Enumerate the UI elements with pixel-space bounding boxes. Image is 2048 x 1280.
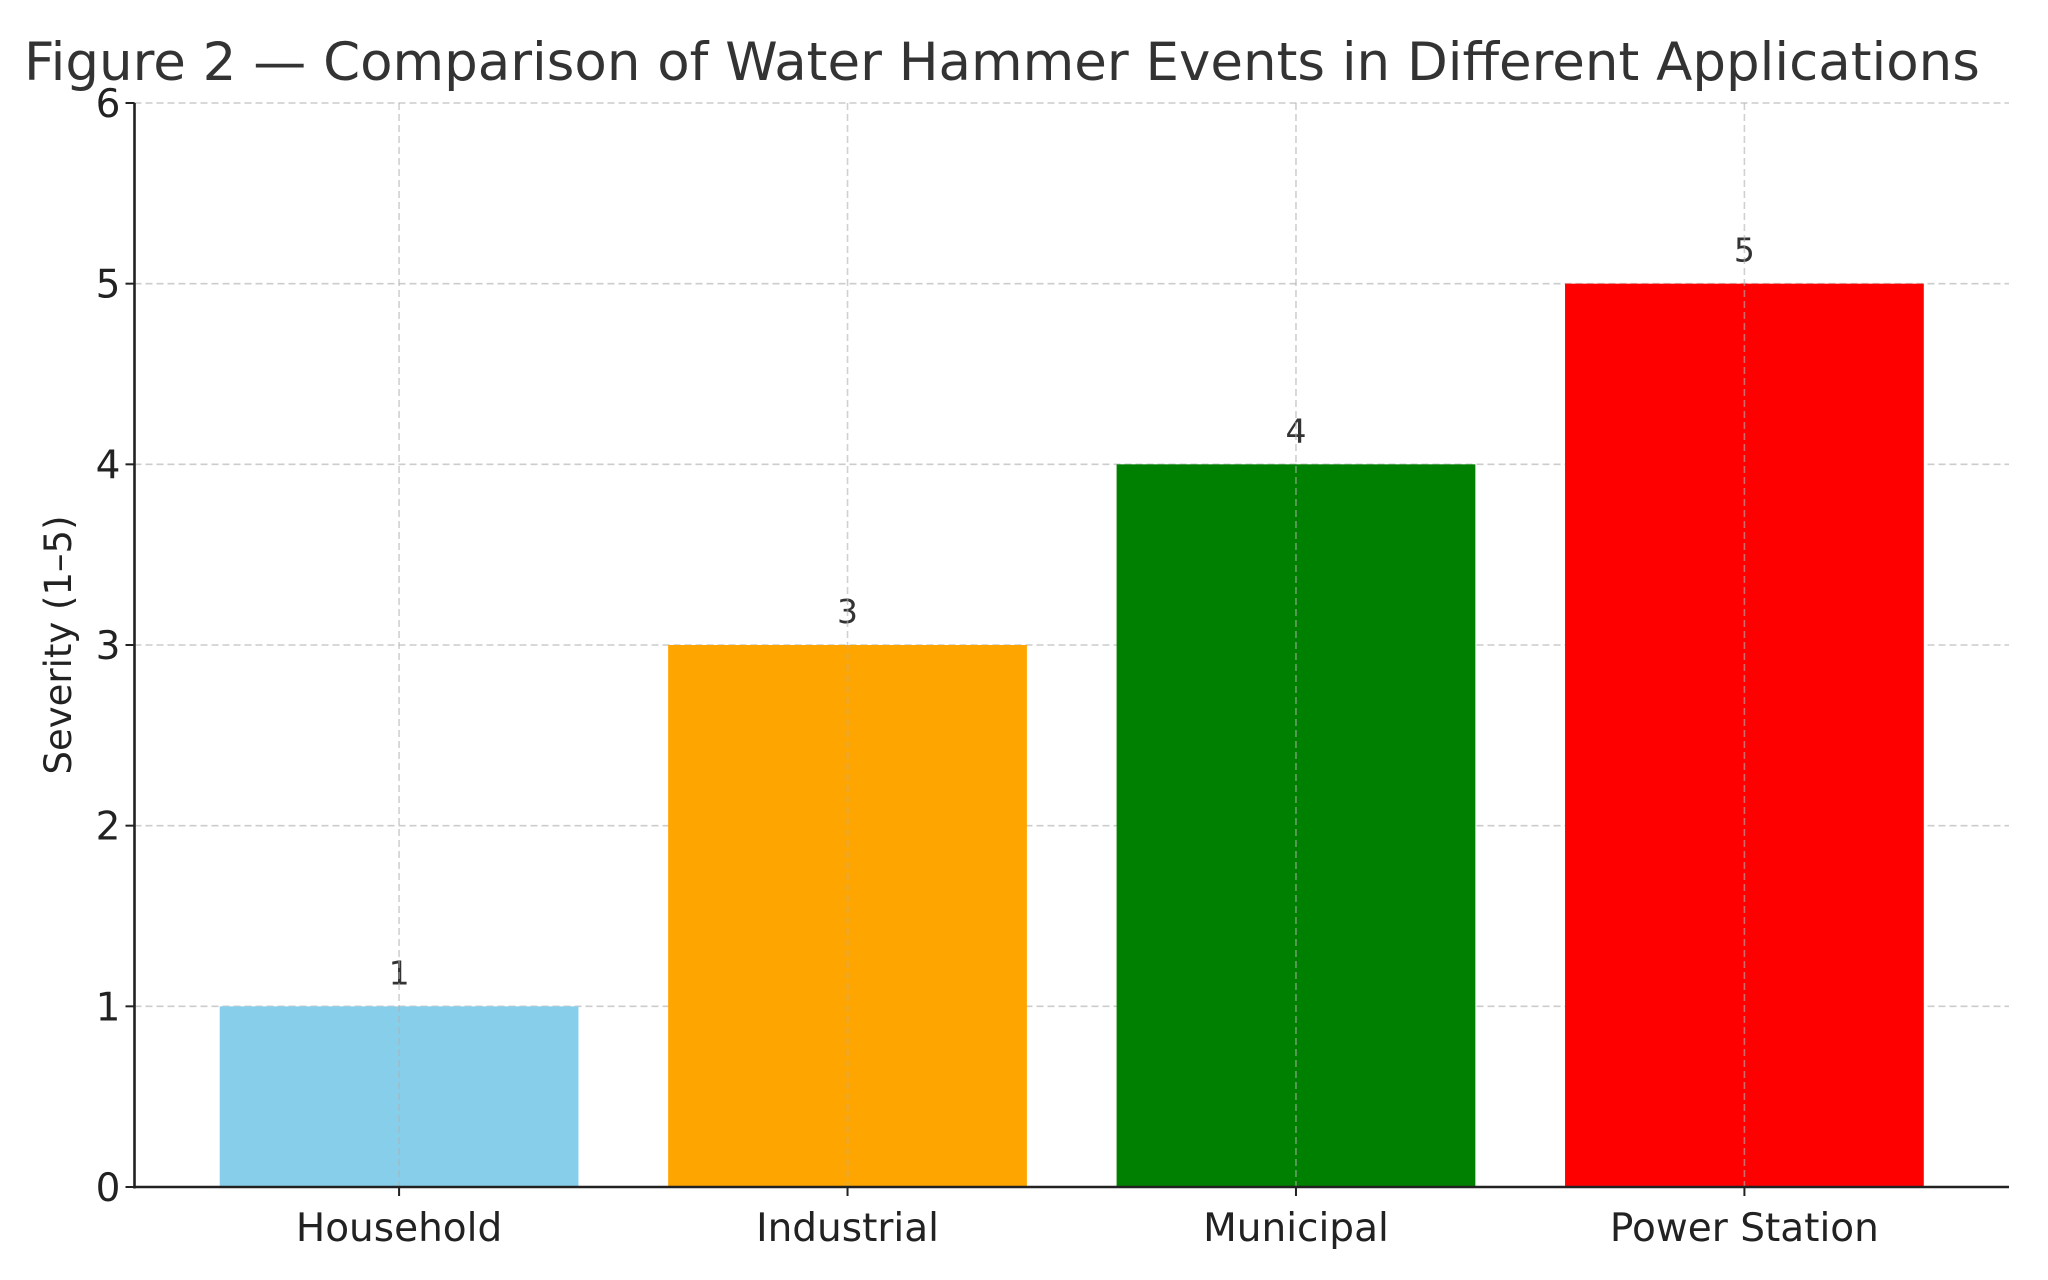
data-label: 4 — [1285, 411, 1306, 450]
y-axis-label: Severity (1–5) — [37, 515, 80, 774]
y-tick-label: 2 — [96, 805, 121, 850]
y-tick-label: 4 — [96, 443, 121, 488]
y-tick-label: 3 — [96, 624, 121, 669]
axes: 0 1 2 3 4 5 6 Household Industrial Municipal Power… — [96, 82, 2009, 1251]
x-tick-label: Municipal — [1203, 1206, 1389, 1251]
x-tick-label: Household — [296, 1206, 502, 1251]
chart-title: Figure 2 — Comparison of Water Hammer Ev… — [24, 32, 1980, 93]
bar-municipal — [1116, 464, 1476, 1187]
y-tick-label: 5 — [96, 263, 121, 308]
y-tick-label: 0 — [96, 1166, 121, 1211]
x-tick-label: Power Station — [1610, 1206, 1879, 1251]
y-tick-label: 6 — [96, 82, 121, 127]
y-tick-label: 1 — [96, 985, 121, 1030]
x-tick-label: Industrial — [756, 1206, 939, 1251]
